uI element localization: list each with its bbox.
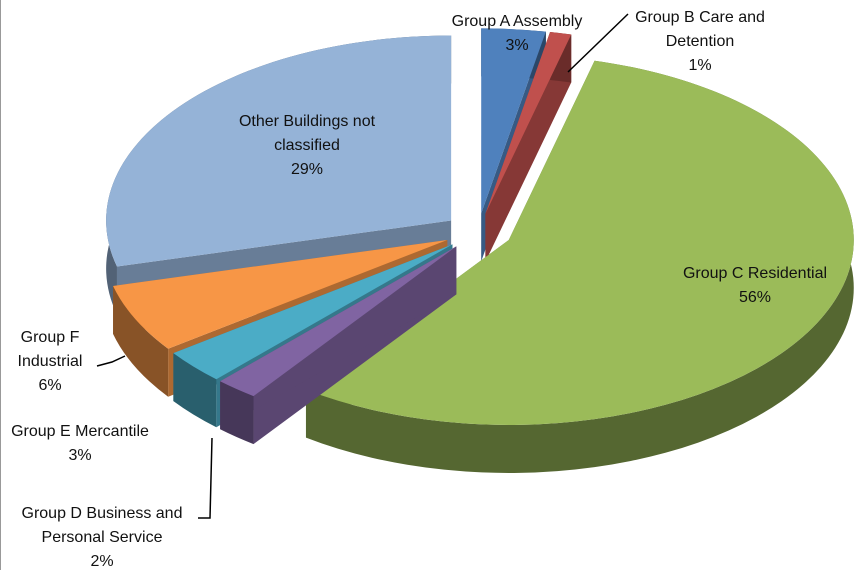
category-name: Group B Care and Detention	[635, 9, 765, 50]
slice	[220, 246, 457, 397]
value-label: 1%	[688, 57, 712, 74]
slice	[173, 244, 453, 380]
category-name: Other Buildings not classified	[238, 113, 376, 154]
leader-line	[567, 13, 629, 73]
slice-label: Group B Care and Detention 1%	[620, 6, 780, 78]
slice-side	[113, 285, 169, 397]
slice	[305, 60, 854, 425]
slice	[106, 35, 452, 267]
leader-line	[96, 355, 126, 367]
slice-wall	[220, 246, 457, 430]
slice-label: Group F Industrial 6%	[5, 326, 95, 398]
slice-side	[305, 60, 854, 473]
slice	[113, 239, 448, 349]
category-name: Group C Residential	[682, 265, 828, 282]
category-name: Group F Industrial	[17, 329, 83, 370]
slices	[106, 28, 854, 473]
slice-label: Other Buildings not classified 29%	[212, 110, 402, 182]
leader-line	[198, 437, 213, 519]
value-label: 3%	[505, 37, 529, 54]
value-label: 29%	[290, 161, 324, 178]
category-name: Group E Mercantile	[11, 423, 149, 440]
slice-label: Group C Residential 56%	[655, 262, 855, 310]
slice-label: Group D Business and Personal Service 2%	[2, 502, 202, 570]
slice-side	[173, 353, 217, 428]
value-label: 3%	[68, 447, 92, 464]
value-label: 2%	[90, 553, 114, 570]
value-label: 6%	[38, 377, 62, 394]
category-name: Group D Business and Personal Service	[21, 505, 183, 546]
slice	[481, 28, 546, 214]
slice	[485, 32, 572, 214]
slice-label: Group A Assembly 3%	[432, 10, 602, 58]
slice-side	[220, 381, 254, 445]
value-label: 56%	[738, 289, 772, 306]
category-name: Group A Assembly	[451, 13, 583, 30]
slice-wall	[485, 34, 572, 262]
slice-label: Group E Mercantile 3%	[0, 420, 170, 468]
